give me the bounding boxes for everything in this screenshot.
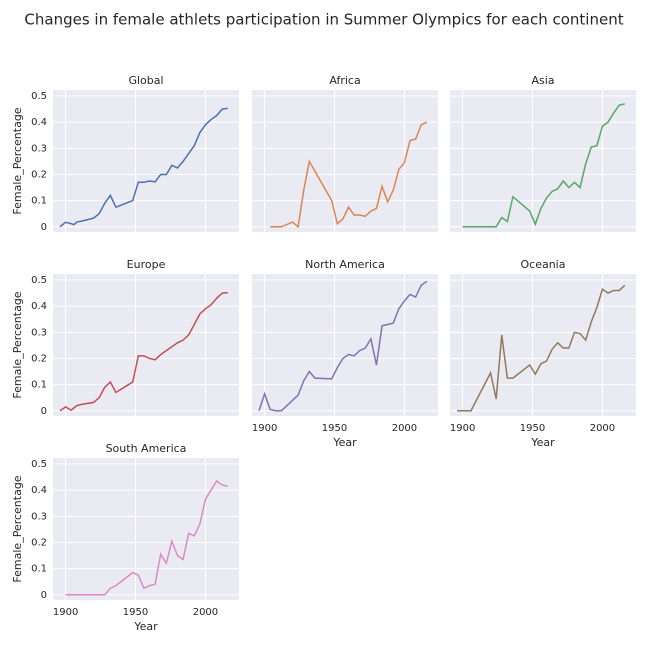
panel-title: Oceania xyxy=(521,258,566,271)
series-line xyxy=(65,479,228,596)
y-tick-label: 0.3 xyxy=(31,327,47,338)
y-tick-label: 0 xyxy=(41,222,47,233)
panel-background xyxy=(252,90,438,232)
x-tick-label: 2000 xyxy=(590,423,615,434)
series-line xyxy=(462,103,625,228)
y-tick-label: 0.1 xyxy=(31,380,47,391)
panel-title: Europe xyxy=(127,258,166,271)
panel-background xyxy=(450,274,636,416)
series-line xyxy=(270,121,428,229)
series-line xyxy=(59,291,228,412)
x-axis-label: Year xyxy=(133,620,158,633)
y-axis-label: Female_Percentage xyxy=(11,291,24,398)
x-tick-label: 1950 xyxy=(322,423,347,434)
y-tick-label: 0.5 xyxy=(31,91,47,102)
series-line xyxy=(456,284,626,412)
panel-title: Global xyxy=(128,74,163,87)
y-tick-label: 0.4 xyxy=(31,301,47,312)
y-tick-label: 0.4 xyxy=(31,485,47,496)
panel-title: North America xyxy=(305,258,385,271)
x-tick-label: 2000 xyxy=(392,423,417,434)
x-tick-label: 1900 xyxy=(450,423,475,434)
panel-background xyxy=(450,90,636,232)
panel-background xyxy=(53,90,239,232)
y-tick-label: 0.3 xyxy=(31,511,47,522)
series-line xyxy=(59,107,228,228)
x-axis-label: Year xyxy=(530,436,555,449)
panel-background xyxy=(53,274,239,416)
figure-title: Changes in female athlets participation … xyxy=(24,11,623,29)
x-axis-label: Year xyxy=(332,436,357,449)
series-line xyxy=(258,280,428,412)
x-tick-label: 2000 xyxy=(193,607,218,618)
y-tick-label: 0.2 xyxy=(31,353,47,364)
y-tick-label: 0.2 xyxy=(31,169,47,180)
panel-title: Africa xyxy=(329,74,360,87)
panel-title: Asia xyxy=(531,74,554,87)
y-tick-label: 0.5 xyxy=(31,459,47,470)
y-tick-label: 0.4 xyxy=(31,117,47,128)
x-tick-label: 1950 xyxy=(520,423,545,434)
y-axis-label: Female_Percentage xyxy=(11,107,24,214)
y-tick-label: 0.1 xyxy=(31,564,47,575)
y-tick-label: 0.1 xyxy=(31,196,47,207)
panel-title: South America xyxy=(106,442,187,455)
y-tick-label: 0.2 xyxy=(31,537,47,548)
x-tick-label: 1950 xyxy=(123,607,148,618)
y-tick-label: 0 xyxy=(41,590,47,601)
y-tick-label: 0 xyxy=(41,406,47,417)
y-tick-label: 0.5 xyxy=(31,275,47,286)
x-tick-label: 1900 xyxy=(53,607,78,618)
panel-background xyxy=(53,458,239,600)
y-axis-label: Female_Percentage xyxy=(11,475,24,582)
x-tick-label: 1900 xyxy=(252,423,277,434)
y-tick-label: 0.3 xyxy=(31,143,47,154)
